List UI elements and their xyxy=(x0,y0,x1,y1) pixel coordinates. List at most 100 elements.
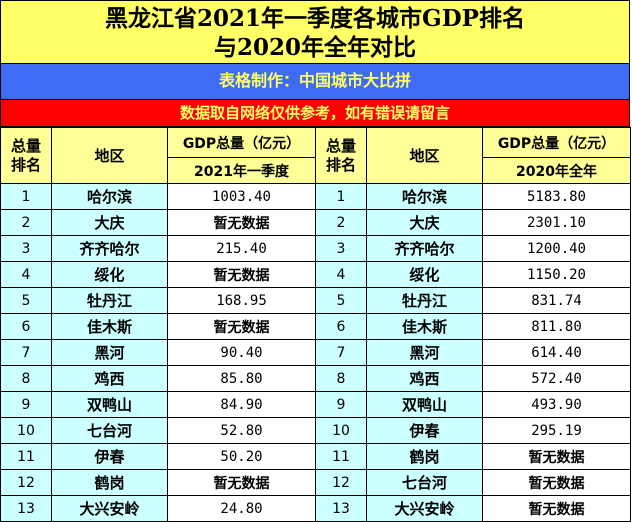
city-cell: 鸡西 xyxy=(51,365,168,392)
city-cell: 鸡西 xyxy=(366,365,483,392)
city-cell: 双鸭山 xyxy=(366,391,483,418)
table-row: 6 佳木斯 暂无数据 6 佳木斯 811.80 xyxy=(0,313,631,340)
gdp-value-cell: 50.20 xyxy=(167,443,316,470)
header-row-2: 2021年一季度 2020年全年 xyxy=(1,157,631,184)
city-cell: 伊春 xyxy=(51,443,168,470)
rank-cell: 9 xyxy=(0,391,52,418)
city-cell: 牡丹江 xyxy=(366,287,483,314)
rank-cell: 10 xyxy=(315,417,367,444)
rank-cell: 6 xyxy=(0,313,52,340)
rank-cell: 11 xyxy=(315,443,367,470)
city-cell: 佳木斯 xyxy=(366,313,483,340)
city-cell: 七台河 xyxy=(366,469,483,496)
gdp-value-cell: 215.40 xyxy=(167,235,316,262)
gdp-value-cell: 1150.20 xyxy=(482,261,631,288)
gdp-value-cell: 572.40 xyxy=(482,365,631,392)
table-row: 3 齐齐哈尔 215.40 3 齐齐哈尔 1200.40 xyxy=(0,235,631,262)
city-cell: 黑河 xyxy=(366,339,483,366)
rank-cell: 5 xyxy=(315,287,367,314)
gdp-value-cell: 168.95 xyxy=(167,287,316,314)
gdp-value-cell: 811.80 xyxy=(482,313,631,340)
gdp-value-cell: 暂无数据 xyxy=(482,443,631,470)
rank-cell: 5 xyxy=(0,287,52,314)
rank-header-left: 总量 排名 xyxy=(0,127,52,184)
header-row-1: 总量 排名 地区 GDP总量（亿元） 总量 排名 地区 GDP总量（亿元） xyxy=(0,127,631,184)
city-cell: 哈尔滨 xyxy=(366,183,483,210)
gdp-value-cell: 1003.40 xyxy=(167,183,316,210)
region-header-left: 地区 xyxy=(51,127,168,184)
city-cell: 大庆 xyxy=(366,209,483,236)
rank-cell: 2 xyxy=(315,209,367,236)
city-cell: 伊春 xyxy=(366,417,483,444)
city-cell: 牡丹江 xyxy=(51,287,168,314)
rank-cell: 1 xyxy=(315,183,367,210)
credit-banner: 表格制作：中国城市大比拼 xyxy=(0,64,630,100)
gdp-value-cell: 85.80 xyxy=(167,365,316,392)
table-row: 9 双鸭山 84.90 9 双鸭山 493.90 xyxy=(0,391,631,418)
rank-cell: 8 xyxy=(0,365,52,392)
rank-cell: 12 xyxy=(0,469,52,496)
table-row: 12 鹤岗 暂无数据 12 七台河 暂无数据 xyxy=(0,469,631,496)
gdp-value-cell: 84.90 xyxy=(167,391,316,418)
table-row: 7 黑河 90.40 7 黑河 614.40 xyxy=(0,339,631,366)
gdp-header-left: GDP总量（亿元） xyxy=(167,127,316,158)
rank-cell: 2 xyxy=(0,209,52,236)
table-row: 5 牡丹江 168.95 5 牡丹江 831.74 xyxy=(0,287,631,314)
gdp-value-cell: 暂无数据 xyxy=(482,469,631,496)
table-row: 1 哈尔滨 1003.40 1 哈尔滨 5183.80 xyxy=(0,183,631,210)
gdp-value-cell: 52.80 xyxy=(167,417,316,444)
city-cell: 鹤岗 xyxy=(51,469,168,496)
period-header-right: 2020年全年 xyxy=(482,157,631,184)
city-cell: 双鸭山 xyxy=(51,391,168,418)
gdp-value-cell: 614.40 xyxy=(482,339,631,366)
city-cell: 绥化 xyxy=(366,261,483,288)
rank-cell: 11 xyxy=(0,443,52,470)
rank-cell: 7 xyxy=(315,339,367,366)
city-cell: 鹤岗 xyxy=(366,443,483,470)
rank-cell: 3 xyxy=(315,235,367,262)
title-line-1: 黑龙江省2021年一季度各城市GDP排名 xyxy=(105,5,525,32)
city-cell: 哈尔滨 xyxy=(51,183,168,210)
rank-cell: 6 xyxy=(315,313,367,340)
rank-cell: 4 xyxy=(315,261,367,288)
gdp-value-cell: 831.74 xyxy=(482,287,631,314)
rank-cell: 10 xyxy=(0,417,52,444)
rank-cell: 12 xyxy=(315,469,367,496)
period-header-left: 2021年一季度 xyxy=(167,157,316,184)
disclaimer-banner: 数据取自网络仅供参考，如有错误请留言 xyxy=(0,100,630,127)
gdp-value-cell: 90.40 xyxy=(167,339,316,366)
gdp-value-cell: 5183.80 xyxy=(482,183,631,210)
page-title: 黑龙江省2021年一季度各城市GDP排名 与2020年全年对比 xyxy=(0,0,630,64)
rank-cell: 7 xyxy=(0,339,52,366)
region-header-right: 地区 xyxy=(366,127,483,184)
rank-cell: 3 xyxy=(0,235,52,262)
table-row: 4 绥化 暂无数据 4 绥化 1150.20 xyxy=(0,261,631,288)
gdp-value-cell: 暂无数据 xyxy=(167,261,316,288)
gdp-value-cell: 暂无数据 xyxy=(167,469,316,496)
title-line-2: 与2020年全年对比 xyxy=(213,34,416,61)
city-cell: 七台河 xyxy=(51,417,168,444)
city-cell: 大庆 xyxy=(51,209,168,236)
gdp-table: 总量 排名 地区 GDP总量（亿元） 总量 排名 地区 GDP总量（亿元） 20… xyxy=(0,127,631,522)
table-row: 11 伊春 50.20 11 鹤岗 暂无数据 xyxy=(0,443,631,470)
gdp-value-cell: 2301.10 xyxy=(482,209,631,236)
city-cell: 齐齐哈尔 xyxy=(366,235,483,262)
rank-header-right: 总量 排名 xyxy=(315,127,367,184)
gdp-value-cell: 493.90 xyxy=(482,391,631,418)
rank-cell: 8 xyxy=(315,365,367,392)
gdp-value-cell: 暂无数据 xyxy=(167,209,316,236)
city-cell: 绥化 xyxy=(51,261,168,288)
gdp-value-cell: 295.19 xyxy=(482,417,631,444)
city-cell: 佳木斯 xyxy=(51,313,168,340)
rank-cell: 9 xyxy=(315,391,367,418)
rank-cell: 4 xyxy=(0,261,52,288)
gdp-value-cell: 暂无数据 xyxy=(167,313,316,340)
rank-cell: 1 xyxy=(0,183,52,210)
city-cell: 黑河 xyxy=(51,339,168,366)
table-row: 8 鸡西 85.80 8 鸡西 572.40 xyxy=(0,365,631,392)
table-row: 2 大庆 暂无数据 2 大庆 2301.10 xyxy=(0,209,631,236)
city-cell: 齐齐哈尔 xyxy=(51,235,168,262)
table-row: 10 七台河 52.80 10 伊春 295.19 xyxy=(0,417,631,444)
gdp-value-cell: 1200.40 xyxy=(482,235,631,262)
